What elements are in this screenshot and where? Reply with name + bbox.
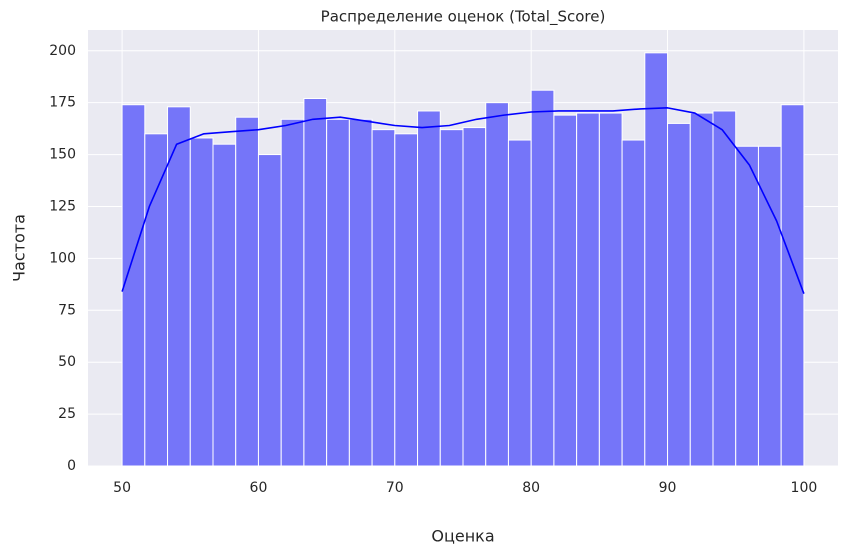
- bar: [144, 133, 169, 467]
- y-tick-label: 125: [49, 198, 76, 214]
- bar: [462, 127, 487, 467]
- x-tick-label: 90: [659, 480, 677, 496]
- bar: [644, 52, 669, 467]
- y-axis-label: Частота: [10, 214, 29, 282]
- bar: [667, 122, 691, 467]
- bar: [394, 133, 419, 467]
- bar: [257, 154, 282, 467]
- x-tick-label: 100: [791, 480, 818, 496]
- y-tick-label: 175: [49, 95, 76, 111]
- bar: [371, 129, 396, 467]
- x-tick-label: 50: [113, 480, 131, 496]
- bar: [167, 106, 191, 467]
- bar: [280, 118, 305, 467]
- bar: [507, 139, 532, 467]
- y-tick-label: 150: [49, 147, 76, 163]
- y-tick-label: 50: [58, 354, 76, 370]
- bar: [189, 137, 214, 467]
- bar: [780, 104, 805, 467]
- bar: [757, 145, 782, 467]
- bar: [621, 139, 646, 467]
- bar: [553, 114, 578, 467]
- bar: [417, 110, 441, 467]
- bar: [735, 145, 759, 467]
- bar: [121, 104, 146, 467]
- bar: [576, 112, 600, 467]
- y-tick-label: 200: [49, 43, 76, 59]
- bar: [485, 102, 509, 467]
- y-tick-label: 100: [49, 250, 76, 266]
- bar: [235, 116, 259, 467]
- bar: [689, 112, 714, 467]
- x-tick-label: 60: [250, 480, 268, 496]
- bar: [598, 112, 623, 467]
- bar: [212, 143, 237, 467]
- x-tick-label: 80: [522, 480, 540, 496]
- y-tick-label: 75: [58, 302, 76, 318]
- x-axis-label: Оценка: [431, 527, 494, 546]
- chart-title: Распределение оценок (Total_Score): [321, 8, 606, 27]
- bar: [530, 89, 555, 467]
- x-tick-label: 70: [386, 480, 404, 496]
- y-tick-label: 0: [67, 458, 76, 474]
- bar: [348, 118, 373, 467]
- y-tick-label: 25: [58, 406, 76, 422]
- bar: [326, 118, 350, 467]
- kde-line: [121, 107, 805, 294]
- bar: [712, 110, 737, 467]
- bar: [303, 98, 328, 467]
- bar: [439, 129, 464, 467]
